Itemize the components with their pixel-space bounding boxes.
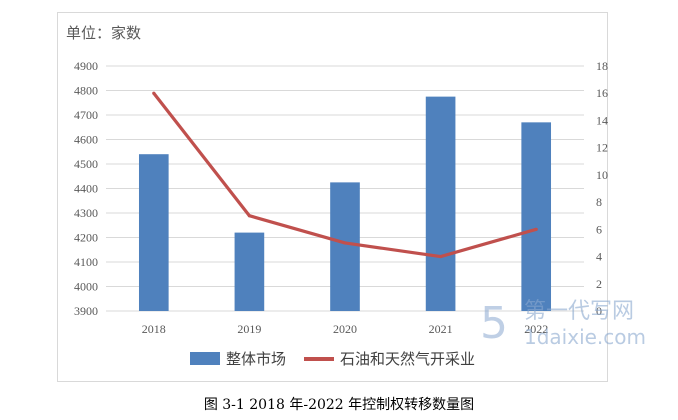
bar <box>138 154 169 311</box>
y-left-tick-label: 4400 <box>74 182 98 196</box>
watermark-text-bottom: 1daixie.com <box>524 325 646 349</box>
x-tick-label: 2019 <box>237 322 261 336</box>
line-point <box>534 227 538 231</box>
unit-label: 单位：家数 <box>66 24 142 42</box>
x-tick-label: 2021 <box>429 322 453 336</box>
y-right-tick-label: 18 <box>596 59 608 73</box>
y-right-tick-label: 8 <box>596 195 602 209</box>
x-tick-label: 2018 <box>142 322 166 336</box>
legend: 整体市场 石油和天然气开采业 <box>190 348 493 369</box>
legend-item-line: 石油和天然气开采业 <box>304 348 475 369</box>
x-tick-label: 2020 <box>333 322 357 336</box>
line-point <box>152 91 156 95</box>
y-right-tick-label: 2 <box>596 277 602 291</box>
y-right-tick-label: 6 <box>596 222 602 236</box>
y-left-tick-label: 4700 <box>74 108 98 122</box>
legend-label-bar: 整体市场 <box>226 350 287 368</box>
watermark-logo-char: 5 <box>480 298 508 349</box>
y-left-tick-label: 4000 <box>74 280 98 294</box>
y-right-tick-label: 10 <box>596 168 608 182</box>
y-right-tick-label: 12 <box>596 141 608 155</box>
y-left-tick-label: 4900 <box>74 59 98 73</box>
y-left-tick-label: 4800 <box>74 84 98 98</box>
legend-swatch-bar <box>190 352 220 365</box>
y-right-tick-label: 16 <box>596 86 608 100</box>
y-left-tick-label: 4200 <box>74 231 98 245</box>
y-left-tick-label: 4600 <box>74 133 98 147</box>
y-left-tick-label: 4500 <box>74 157 98 171</box>
y-left-tick-label: 4300 <box>74 206 98 220</box>
x-tick-label: 2022 <box>524 322 548 336</box>
legend-swatch-line <box>304 356 335 361</box>
bar <box>234 232 265 311</box>
y-right-tick-label: 14 <box>596 113 608 127</box>
bar <box>330 182 360 311</box>
watermark-logo: 5 第一代写网 1daixie.com <box>480 298 646 349</box>
legend-label-line: 石油和天然气开采业 <box>340 350 476 368</box>
figure-caption: 图 3-1 2018 年-2022 年控制权转移数量图 <box>203 397 475 413</box>
legend-item-bar: 整体市场 <box>190 348 286 369</box>
line-point <box>343 241 347 245</box>
y-right-tick-label: 4 <box>596 250 602 264</box>
y-left-tick-label: 3900 <box>74 304 98 318</box>
line-point <box>247 214 251 218</box>
bar <box>521 122 552 311</box>
bar <box>425 96 456 311</box>
y-left-tick-label: 4100 <box>74 255 98 269</box>
y-right-tick-label: 0 <box>596 304 602 318</box>
watermark-text-top: 第一代写网 <box>524 299 634 324</box>
line-point <box>439 254 443 259</box>
